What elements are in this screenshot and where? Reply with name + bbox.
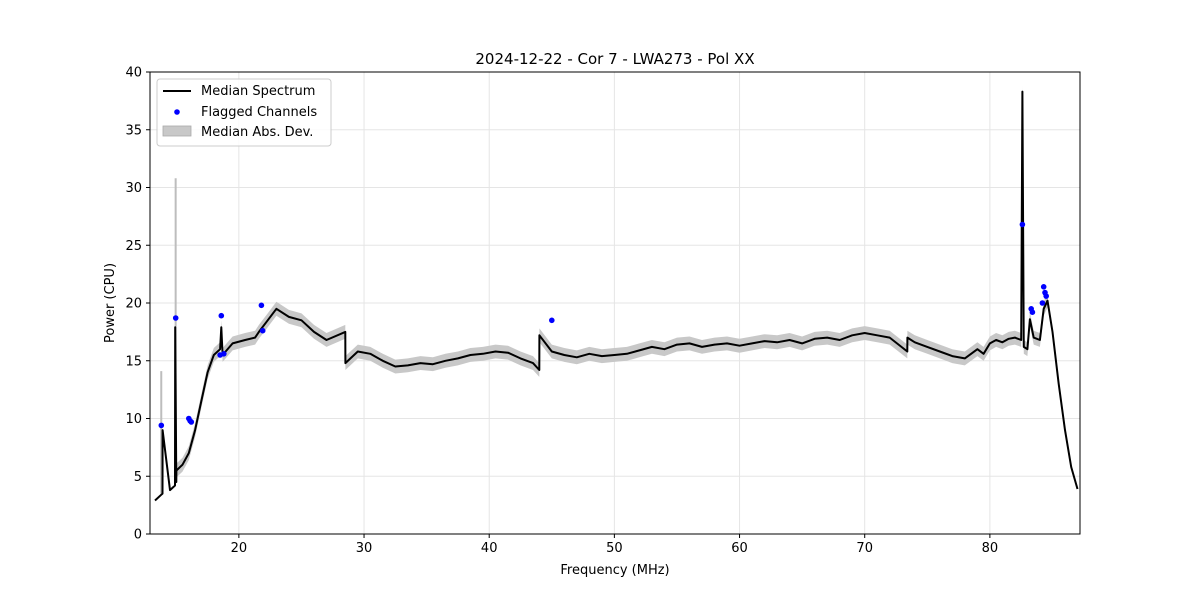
flagged-channel-point	[549, 317, 555, 324]
x-tick-label: 40	[481, 541, 498, 556]
flagged-channel-point	[1040, 284, 1047, 290]
flagged-channel-point	[218, 312, 225, 319]
legend-box	[156, 78, 332, 147]
flagged-channel-point	[172, 315, 179, 321]
flagged-channel-point	[158, 422, 165, 429]
y-tick-label: 0	[134, 528, 142, 543]
y-tick-label: 40	[125, 66, 142, 81]
legend-label-flagged: Flagged Channels	[201, 105, 317, 120]
y-tick-label: 15	[125, 354, 142, 369]
flagged-channel-point	[1029, 309, 1036, 316]
x-tick-label: 20	[231, 541, 248, 556]
x-tick-label: 30	[356, 541, 373, 556]
y-tick-label: 5	[134, 470, 142, 485]
y-tick-label: 20	[125, 297, 142, 312]
y-tick-label: 25	[125, 239, 142, 254]
x-axis-ticks: 20 30 40 50 60 70 80	[231, 534, 999, 556]
x-tick-label: 50	[606, 541, 623, 556]
legend: Median Spectrum Flagged Channels Median …	[156, 78, 332, 147]
flagged-channel-point	[188, 419, 195, 425]
y-axis-label: Power (CPU)	[103, 263, 118, 343]
legend-label-mad: Median Abs. Dev.	[201, 125, 313, 140]
flagged-channel-point	[221, 351, 227, 357]
flagged-channel-point	[258, 302, 265, 309]
x-axis-label: Frequency (MHz)	[560, 563, 669, 578]
y-axis-ticks: 0 5 10 15 20 25 30 35 40	[125, 66, 150, 543]
legend-dot-swatch	[174, 109, 180, 115]
x-tick-label: 80	[982, 541, 999, 556]
flagged-channel-point	[1019, 221, 1026, 228]
flagged-channel-point	[259, 327, 266, 334]
legend-label-median: Median Spectrum	[201, 84, 315, 99]
x-tick-label: 60	[731, 541, 748, 556]
y-tick-label: 30	[125, 181, 142, 196]
y-tick-label: 35	[125, 123, 142, 138]
legend-band-swatch	[162, 125, 192, 137]
flagged-points-layer	[158, 221, 1049, 429]
chart-title: 2024-12-22 - Cor 7 - LWA273 - Pol XX	[475, 50, 754, 68]
x-tick-label: 70	[856, 541, 873, 556]
flagged-channel-point	[1039, 300, 1046, 306]
flagged-channel-point	[1043, 293, 1049, 299]
y-tick-label: 10	[125, 412, 142, 427]
